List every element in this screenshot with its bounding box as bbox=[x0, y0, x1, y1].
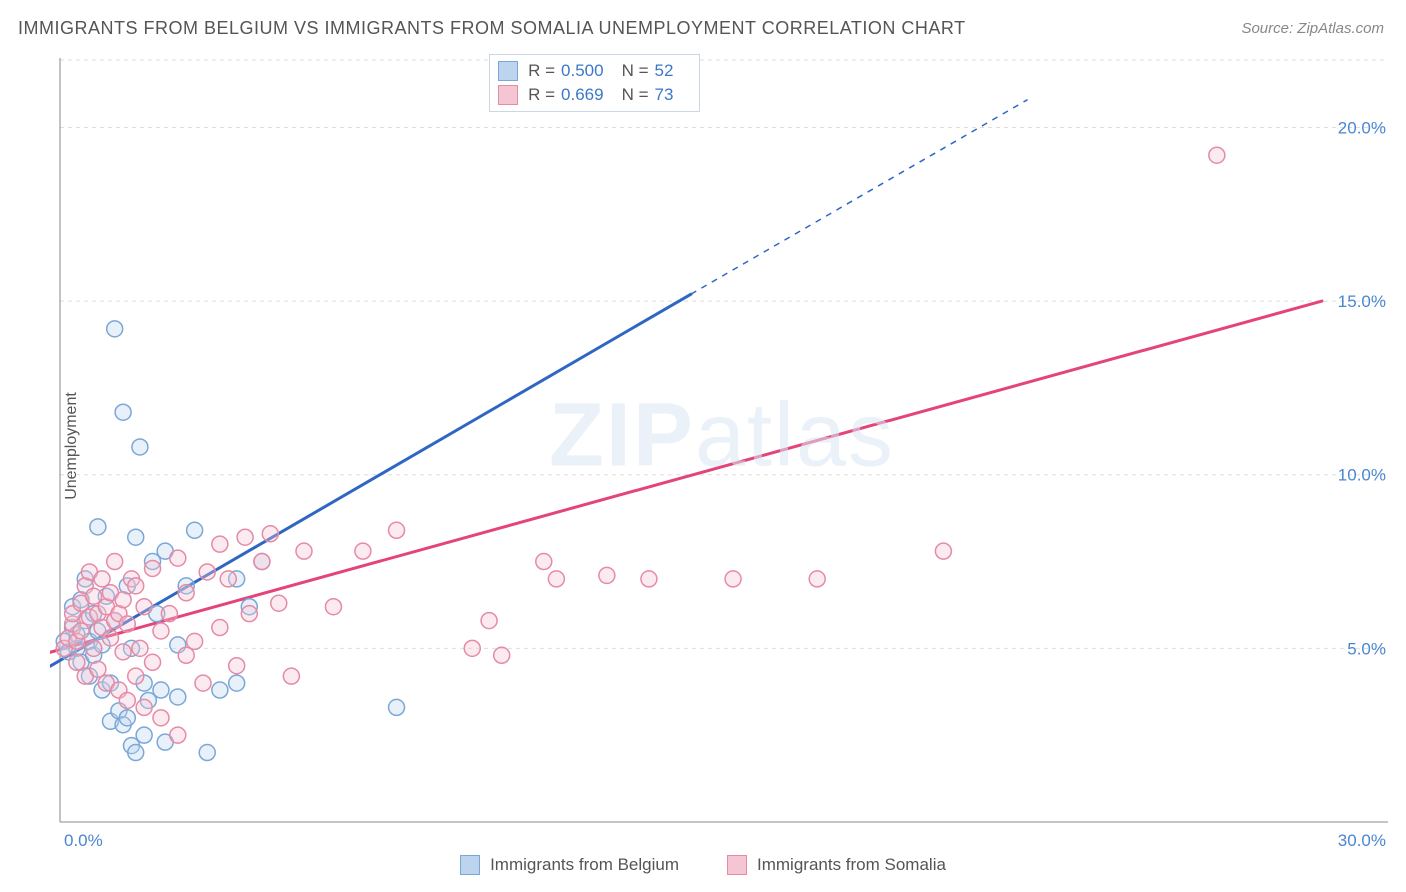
info-row: R =0.669N =73 bbox=[498, 83, 691, 107]
legend-swatch-icon bbox=[498, 61, 518, 81]
svg-text:30.0%: 30.0% bbox=[1338, 831, 1386, 850]
series-legend: Immigrants from Belgium Immigrants from S… bbox=[0, 855, 1406, 880]
info-row: R =0.500N =52 bbox=[498, 59, 691, 83]
svg-text:20.0%: 20.0% bbox=[1338, 118, 1386, 137]
legend-swatch-icon bbox=[460, 855, 480, 875]
correlation-info-box: R =0.500N =52R =0.669N =73 bbox=[489, 54, 700, 112]
legend-label: Immigrants from Belgium bbox=[490, 855, 679, 875]
legend-item: Immigrants from Belgium bbox=[460, 855, 679, 875]
legend-item: Immigrants from Somalia bbox=[727, 855, 946, 875]
legend-label: Immigrants from Somalia bbox=[757, 855, 946, 875]
scatter-chart: 5.0% 10.0% 15.0% 20.0% 0.0% 30.0% bbox=[50, 52, 1394, 852]
svg-text:10.0%: 10.0% bbox=[1338, 466, 1386, 485]
legend-swatch-icon bbox=[498, 85, 518, 105]
svg-text:15.0%: 15.0% bbox=[1338, 292, 1386, 311]
source-label: Source: ZipAtlas.com bbox=[1241, 20, 1384, 37]
page-title: IMMIGRANTS FROM BELGIUM VS IMMIGRANTS FR… bbox=[18, 18, 966, 39]
svg-text:5.0%: 5.0% bbox=[1347, 639, 1386, 658]
svg-text:0.0%: 0.0% bbox=[64, 831, 103, 850]
legend-swatch-icon bbox=[727, 855, 747, 875]
chart-area: ZIPatlas 5.0%10.0%15.0%20.0%0.0%30.0% R … bbox=[50, 52, 1394, 852]
